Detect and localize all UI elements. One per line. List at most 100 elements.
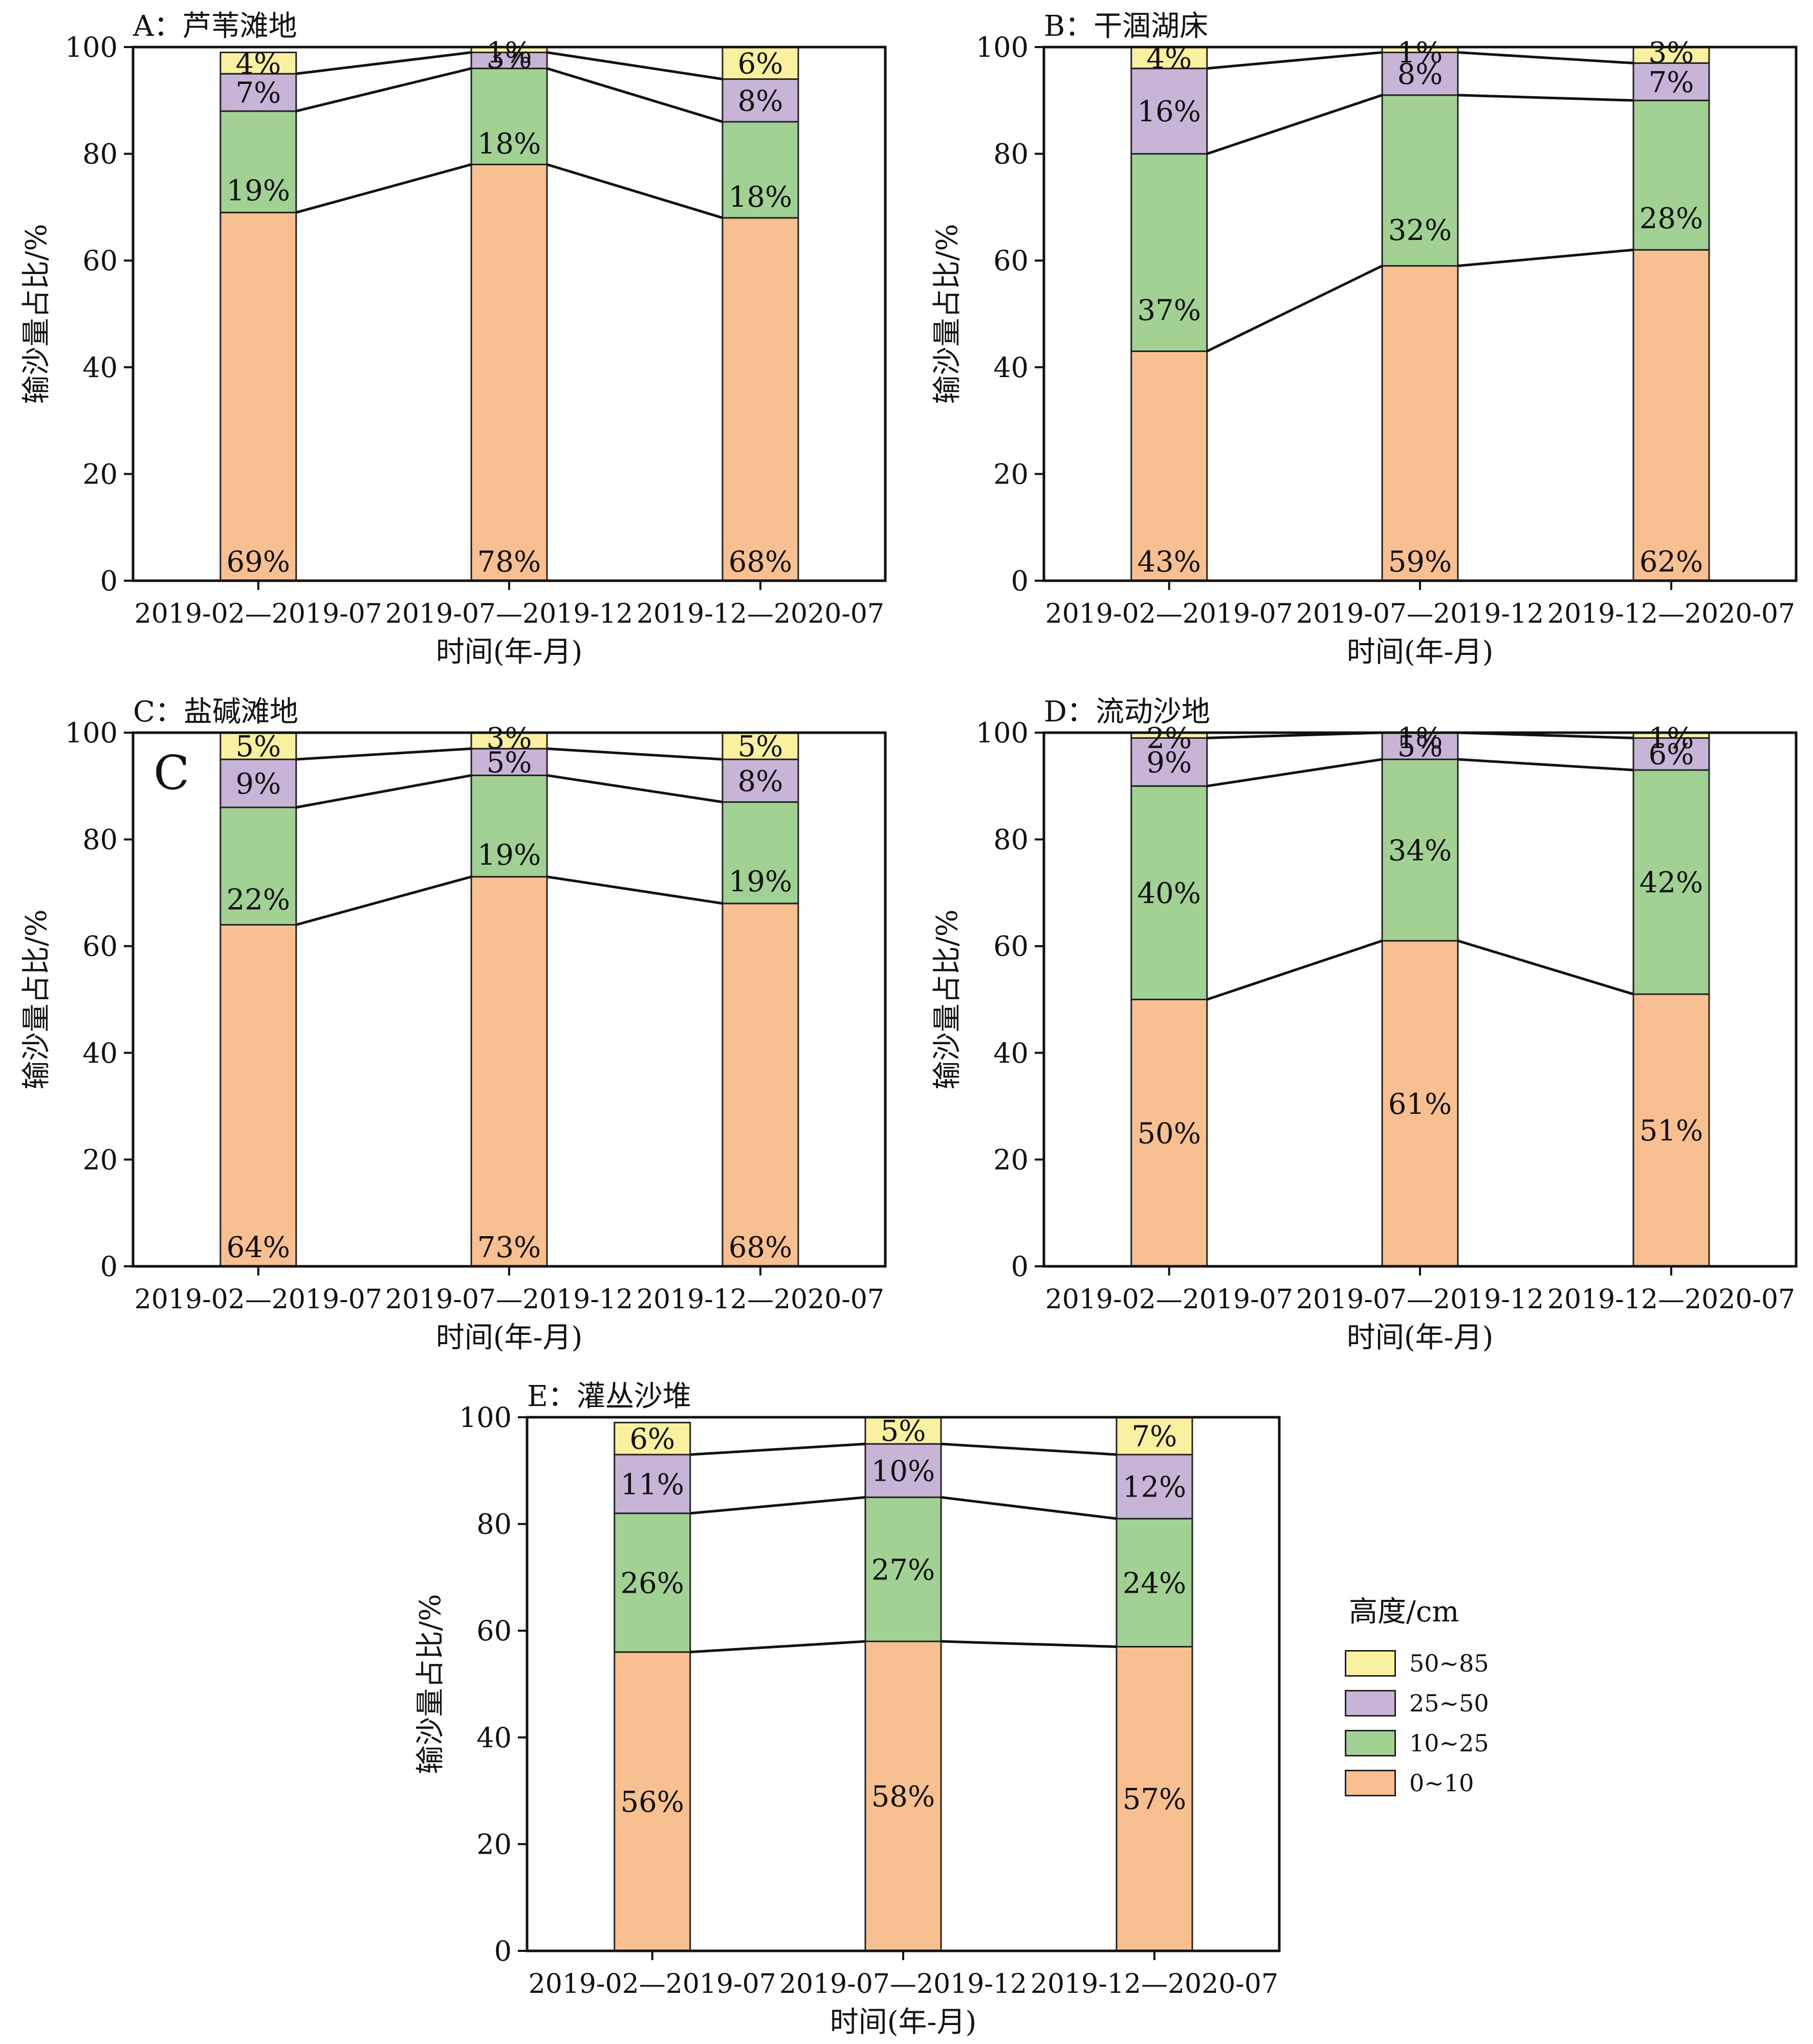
- data-label: 8%: [738, 84, 783, 118]
- bar-segment-50~85: [1130, 46, 1208, 70]
- panel-title: E：灌丛沙堆: [527, 1380, 691, 1413]
- legend-label: 10~25: [1409, 1729, 1489, 1757]
- data-label: 22%: [227, 884, 290, 917]
- data-label: 40%: [1138, 877, 1201, 910]
- data-label: 18%: [729, 181, 792, 214]
- bar-segment-10~25: [864, 1496, 942, 1642]
- bar-segment-25~50: [1130, 68, 1208, 155]
- bar-segment-0~10: [1632, 249, 1710, 582]
- boundary-line-0: [296, 875, 723, 926]
- x-axis-label: 时间(年-月): [1347, 1321, 1494, 1354]
- x-tick-label: 2019-02—2019-07: [1045, 599, 1293, 629]
- data-label: 12%: [1123, 1471, 1186, 1504]
- y-axis-label: 输沙量占比/%: [20, 224, 53, 404]
- data-label: 32%: [1388, 214, 1452, 247]
- bar-segment-10~25: [470, 68, 548, 165]
- data-label: 59%: [1388, 545, 1452, 579]
- boundary-line-2: [296, 51, 723, 81]
- data-label: 9%: [1146, 746, 1192, 779]
- y-tick-label: 0: [494, 1935, 512, 1967]
- data-label: 37%: [1138, 294, 1201, 327]
- bar-segment-0~10: [1130, 999, 1208, 1267]
- y-tick-label: 100: [65, 31, 118, 63]
- y-tick-label: 80: [993, 138, 1029, 170]
- bar-segment-10~25: [722, 801, 799, 905]
- legend: 高度/cm 50~85 25~50 10~25 0~10: [1345, 1589, 1560, 1803]
- legend-swatch: [1345, 1770, 1396, 1796]
- bar-segment-25~50: [1381, 732, 1459, 760]
- x-tick-label: 2019-12—2020-07: [1547, 1284, 1795, 1315]
- data-label: 50%: [1138, 1117, 1201, 1150]
- data-label: 5%: [235, 730, 281, 763]
- x-tick-label: 2019-12—2020-07: [1031, 1969, 1278, 1999]
- data-label: 18%: [477, 127, 541, 161]
- data-label: 9%: [235, 767, 281, 801]
- x-axis-label: 时间(年-月): [1347, 635, 1494, 669]
- bar-segment-10~25: [1632, 769, 1710, 995]
- y-tick-label: 0: [100, 565, 118, 597]
- legend-swatch: [1345, 1650, 1396, 1677]
- bar-segment-10~25: [220, 110, 297, 213]
- data-label: 2%: [1146, 722, 1192, 755]
- y-tick-label: 60: [993, 930, 1029, 962]
- bar-segment-25~50: [1116, 1454, 1193, 1520]
- bar-segment-0~10: [1381, 265, 1459, 582]
- chart-panel-0: A：芦苇滩地69%19%7%4%78%18%3%1%68%18%8%6%0204…: [20, 10, 887, 669]
- bar-segment-25~50: [470, 51, 548, 70]
- x-tick-label: 2019-02—2019-07: [529, 1969, 776, 1999]
- chart-panel-1: B：干涸湖床43%37%16%4%59%32%8%1%62%28%7%3%020…: [931, 10, 1798, 669]
- bar-segment-0~10: [220, 211, 297, 582]
- bar-segment-50~85: [220, 51, 297, 75]
- x-tick-label: 2019-12—2020-07: [1547, 599, 1795, 629]
- y-tick-label: 40: [476, 1722, 512, 1754]
- data-label: 5%: [487, 746, 532, 779]
- bar-segment-0~10: [220, 924, 297, 1267]
- y-tick-label: 40: [993, 351, 1029, 384]
- bar-segment-25~50: [470, 748, 548, 776]
- bar-segment-50~85: [614, 1421, 691, 1456]
- y-tick-label: 80: [476, 1508, 512, 1541]
- data-label: 58%: [871, 1781, 935, 1814]
- y-axis-label: 输沙量占比/%: [20, 909, 53, 1089]
- x-tick-label: 2019-07—2019-12: [385, 599, 633, 629]
- bar-segment-10~25: [1116, 1518, 1193, 1647]
- data-label: 7%: [1132, 1420, 1177, 1454]
- bar-segment-0~10: [864, 1640, 942, 1952]
- data-label: 11%: [621, 1468, 684, 1501]
- bar-segment-50~85: [722, 732, 799, 760]
- data-label: 3%: [1649, 36, 1694, 70]
- data-label: 6%: [738, 47, 783, 80]
- data-label: 10%: [871, 1455, 935, 1488]
- data-label: 1%: [1649, 722, 1694, 755]
- boundary-line-2: [690, 1442, 1117, 1456]
- y-tick-label: 20: [82, 458, 118, 490]
- data-label: 24%: [1123, 1567, 1186, 1600]
- boundary-line-2: [1207, 51, 1634, 70]
- x-tick-label: 2019-02—2019-07: [1045, 1284, 1293, 1315]
- bar-segment-0~10: [722, 217, 799, 582]
- legend-item-0: 50~85: [1345, 1643, 1560, 1683]
- bar-segment-50~85: [722, 46, 799, 80]
- y-tick-label: 0: [100, 1250, 118, 1283]
- data-label: 64%: [227, 1231, 290, 1264]
- boundary-line-0: [296, 163, 723, 219]
- data-label: 43%: [1138, 545, 1201, 579]
- chart-panel-2: C：盐碱滩地64%22%9%5%73%19%5%3%68%19%8%5%0204…: [20, 695, 887, 1354]
- y-tick-label: 60: [82, 930, 118, 962]
- chart-panel-3: D：流动沙地50%40%9%2%61%34%5%1%51%42%6%1%0204…: [931, 695, 1798, 1354]
- boundary-line-0: [690, 1640, 1117, 1654]
- bar-segment-0~10: [1116, 1645, 1193, 1952]
- bar-segment-0~10: [470, 876, 548, 1267]
- data-label: 5%: [738, 730, 783, 763]
- bar-segment-10~25: [220, 806, 297, 926]
- data-label: 57%: [1123, 1783, 1186, 1816]
- bar-segment-25~50: [864, 1443, 942, 1498]
- y-tick-label: 0: [1011, 565, 1029, 597]
- boundary-line-2: [296, 747, 723, 761]
- bar-segment-25~50: [1632, 737, 1710, 771]
- data-label: 16%: [1138, 95, 1201, 128]
- legend-swatch: [1345, 1730, 1396, 1756]
- data-label: 8%: [1397, 58, 1443, 91]
- bar-segment-25~50: [1130, 737, 1208, 787]
